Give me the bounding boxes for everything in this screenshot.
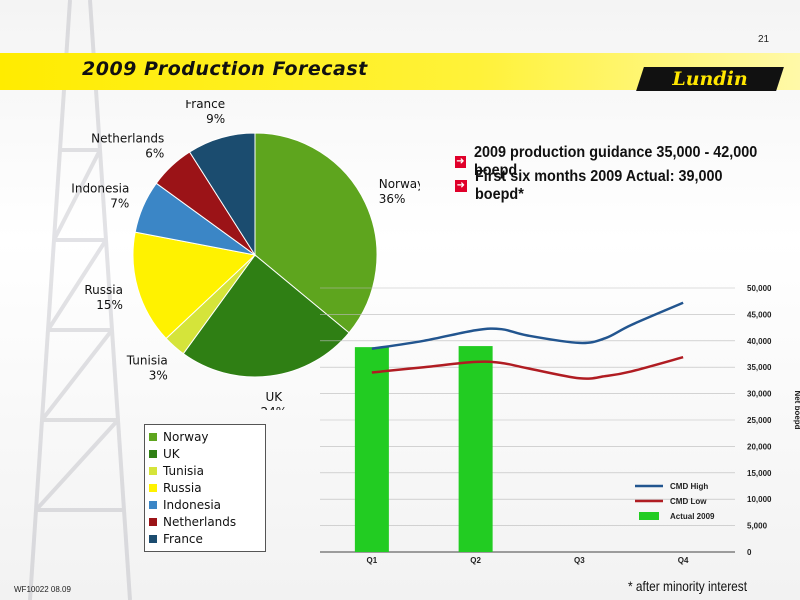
legend-swatch <box>149 467 157 475</box>
legend-item: Norway <box>149 429 209 445</box>
legend-item: France <box>149 531 203 547</box>
chart-legend-label: CMD Low <box>670 497 707 506</box>
line-cmd-high <box>371 301 684 350</box>
bullet-text: First six months 2009 Actual: 39,000 boe… <box>474 168 723 203</box>
bullet-text: 2009 production guidance 35,000 - 42,000… <box>473 144 757 179</box>
legend-swatch <box>149 535 157 543</box>
document-code: WF10022 08.09 <box>14 585 71 594</box>
slice-label-percent: 24% <box>260 405 287 410</box>
y-tick-label: 20,000 <box>747 442 772 451</box>
slice-label-percent: 36% <box>379 192 406 206</box>
legend-label: Russia <box>163 481 202 495</box>
slice-label-percent: 9% <box>206 112 225 126</box>
slice-label-name: Norway <box>379 177 420 191</box>
y-tick-label: 40,000 <box>747 337 772 346</box>
y-axis-title: Net boepd <box>793 390 800 429</box>
slice-label-percent: 15% <box>96 298 123 312</box>
y-tick-label: 35,000 <box>747 363 772 372</box>
legend-item: Russia <box>149 480 202 496</box>
bullet-item: ➜ First six months 2009 Actual: 39,000 b… <box>455 168 800 203</box>
legend-label: UK <box>163 447 180 461</box>
pie-legend: Norway UK Tunisia Russia Indonesia Netherland… <box>144 424 266 552</box>
y-tick-label: 45,000 <box>747 310 772 319</box>
legend-label: Indonesia <box>163 498 222 512</box>
drilling-rig-watermark <box>28 0 132 600</box>
bullet-item: ➜ 2009 production guidance 35,000 - 42,0… <box>455 144 800 179</box>
y-tick-label: 15,000 <box>747 469 772 478</box>
slice-label-name: Netherlands <box>91 132 164 146</box>
x-tick-label: Q4 <box>678 556 689 565</box>
slice-label-percent: 7% <box>110 196 129 210</box>
slice-label-name: UK <box>265 390 283 404</box>
chart-legend-label: Actual 2009 <box>670 512 715 521</box>
legend-item: UK <box>149 446 180 462</box>
pie-slice-france <box>188 132 256 257</box>
line-cmd-low <box>371 355 684 380</box>
slice-label-name: Indonesia <box>71 181 129 195</box>
chart-legend-label: CMD High <box>670 482 708 491</box>
pie-slice-uk <box>182 254 350 378</box>
pie-slice-russia <box>132 231 257 340</box>
y-tick-label: 30,000 <box>747 390 772 399</box>
bar-actual-2009 <box>458 346 493 552</box>
legend-item: Tunisia <box>149 463 204 479</box>
page-number: 21 <box>758 34 770 45</box>
slice-label-percent: 3% <box>149 369 168 383</box>
y-tick-label: 25,000 <box>747 416 772 425</box>
footnote: * after minority interest <box>628 578 748 594</box>
x-tick-label: Q2 <box>470 556 481 565</box>
pie-slice-norway <box>254 132 378 334</box>
slide-title: 2009 Production Forecast <box>82 58 368 80</box>
legend-label: Norway <box>163 430 209 444</box>
legend-label: Tunisia <box>163 464 204 478</box>
legend-label: France <box>163 532 203 546</box>
legend-swatch <box>149 433 157 441</box>
slice-label-percent: 6% <box>145 147 164 161</box>
legend-swatch <box>149 518 157 526</box>
legend-label: Netherlands <box>163 515 237 529</box>
y-tick-label: 10,000 <box>747 495 772 504</box>
arrow-box-icon: ➜ <box>455 156 466 168</box>
y-tick-label: 5,000 <box>747 522 768 531</box>
y-tick-label: 0 <box>747 548 752 557</box>
legend-item: Netherlands <box>149 514 236 530</box>
legend-item: Indonesia <box>149 497 221 513</box>
arrow-box-icon: ➜ <box>455 180 467 192</box>
y-tick-label: 50,000 <box>747 284 772 293</box>
production-chart: 0 5,000 10,000 15,000 20,000 25,000 30,000 35,0… <box>320 284 800 565</box>
x-tick-label: Q1 <box>367 556 378 565</box>
legend-bar <box>639 512 659 520</box>
slice-label-name: France <box>185 100 225 111</box>
legend-swatch <box>149 501 157 509</box>
legend-swatch <box>149 450 157 458</box>
legend-swatch <box>149 484 157 492</box>
bar-actual-2009 <box>354 347 389 552</box>
lundin-logo-text: Lundin <box>672 68 748 90</box>
slice-label-name: Tunisia <box>126 354 168 368</box>
x-tick-label: Q3 <box>574 556 585 565</box>
bullet-list: ➜ 2009 production guidance 35,000 - 42,0… <box>455 144 800 203</box>
slice-label-name: Russia <box>84 283 123 297</box>
